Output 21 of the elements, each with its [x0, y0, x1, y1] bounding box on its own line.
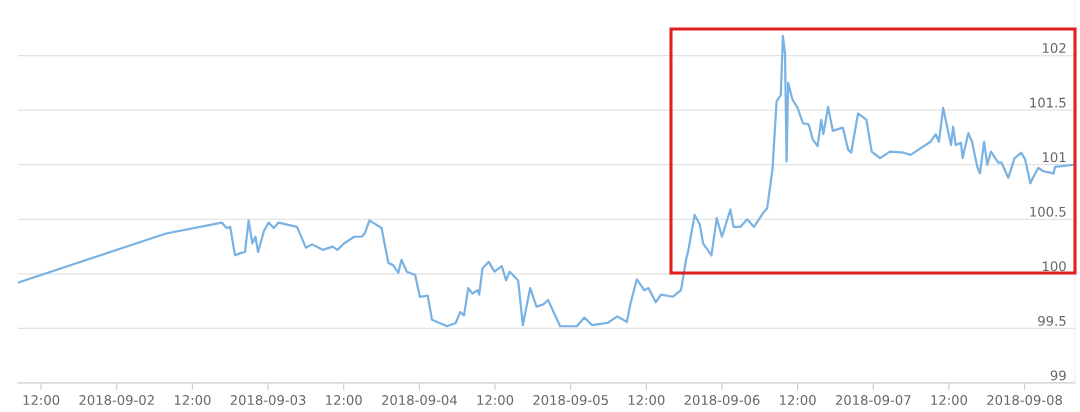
- x-tick-label: 12:00: [23, 395, 60, 406]
- x-tick-label: 12:00: [780, 395, 816, 406]
- x-tick-label: 12:00: [628, 395, 665, 406]
- x-tick-label: 12:00: [931, 395, 968, 406]
- x-tick-label: 2018-09-07: [835, 395, 911, 406]
- x-tick-label: 12:00: [174, 395, 211, 406]
- x-tick-label: 2018-09-06: [684, 395, 760, 406]
- x-tick-label: 12:00: [477, 395, 514, 406]
- x-tick-label: 2018-09-05: [533, 395, 608, 406]
- y-tick-label: 100.5: [1030, 206, 1066, 217]
- x-tick-label: 2018-09-08: [987, 395, 1062, 406]
- x-tick-label: 2018-09-04: [381, 395, 457, 406]
- x-tick-label: 2018-09-02: [79, 395, 154, 406]
- y-tick-label: 102: [1042, 43, 1066, 54]
- y-tick-label: 99.5: [1038, 315, 1066, 326]
- x-tick-label: 2018-09-03: [230, 395, 306, 406]
- y-tick-label: 101.5: [1030, 97, 1066, 108]
- x-tick-label: 12:00: [326, 395, 362, 406]
- y-tick-label: 100: [1042, 261, 1066, 272]
- y-tick-label: 101: [1042, 152, 1066, 163]
- y-tick-label: 99: [1050, 370, 1066, 381]
